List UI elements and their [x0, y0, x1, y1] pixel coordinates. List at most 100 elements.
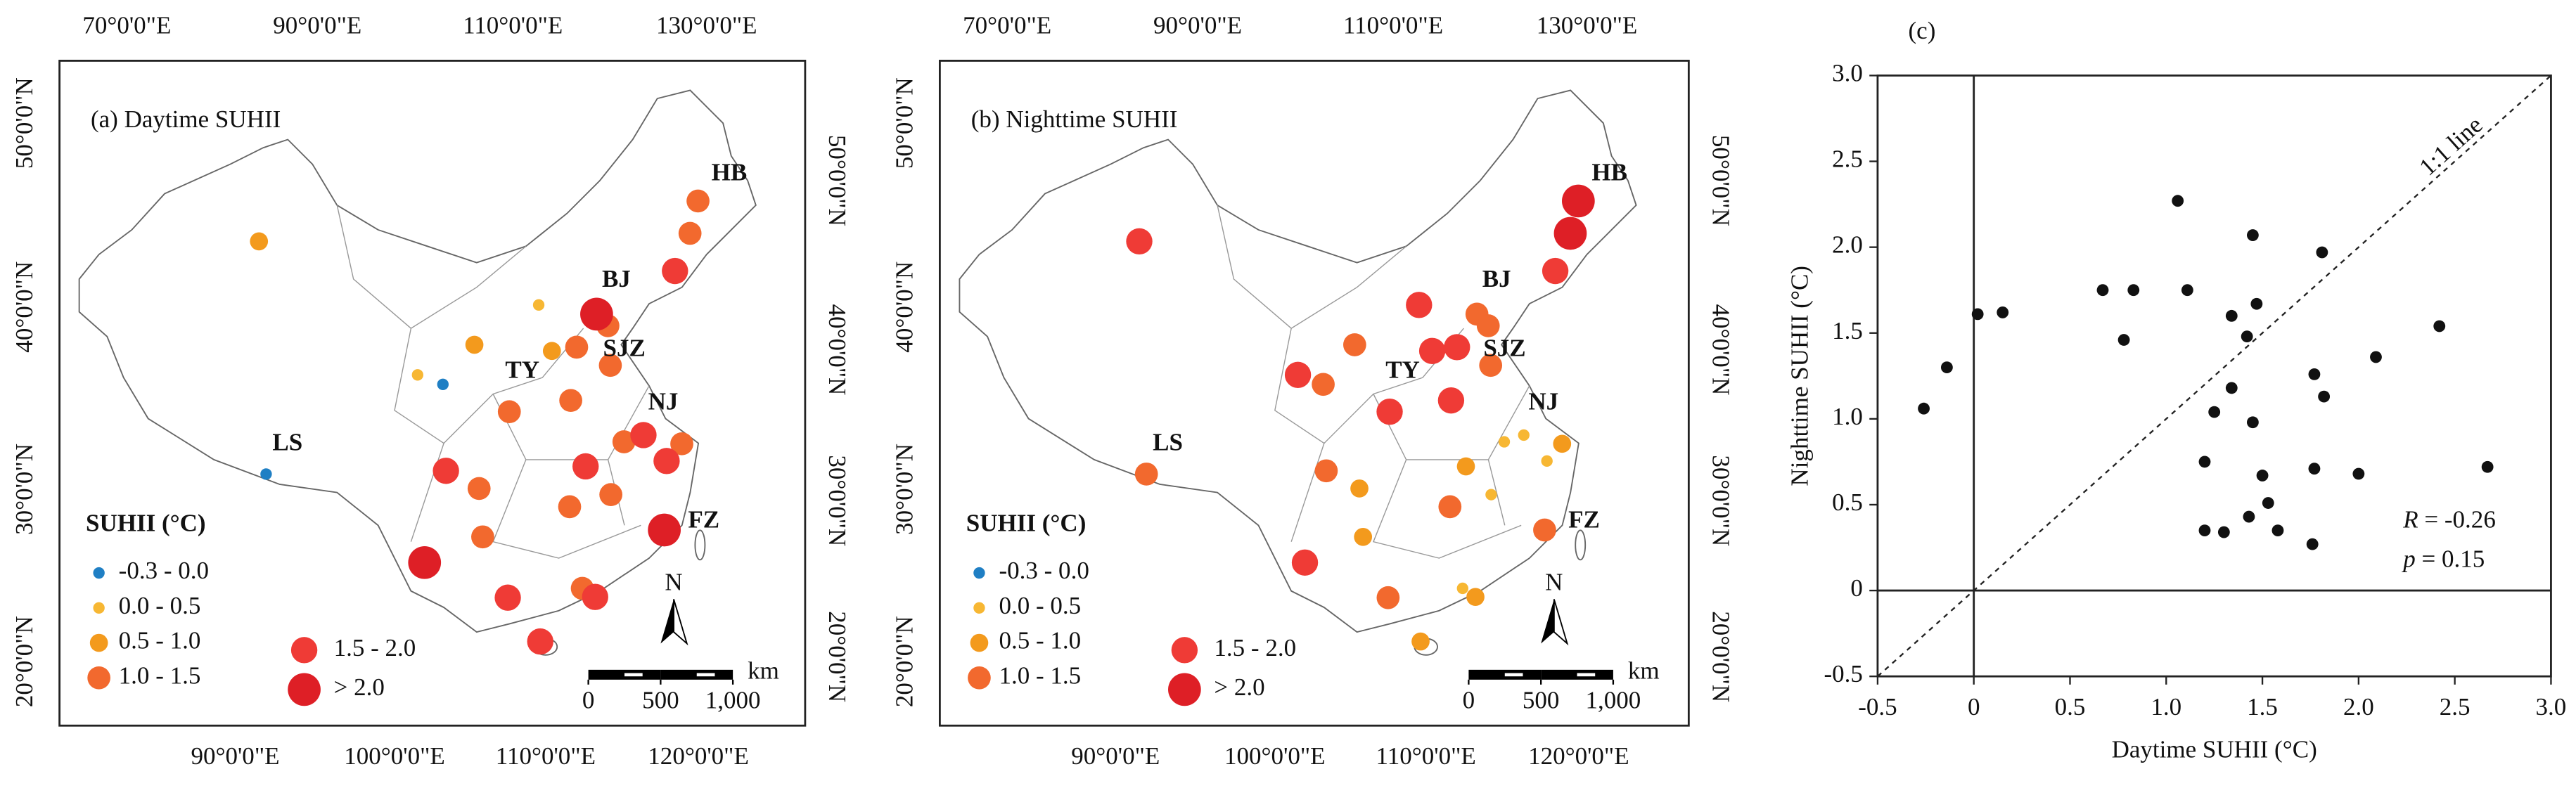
legend-symbol	[970, 633, 989, 652]
scale-label: 1,000	[705, 687, 761, 714]
y-tick-label: 2.0	[1832, 231, 1863, 259]
latitude-label: 50°0'0"N	[11, 77, 38, 169]
legend-label: 1.5 - 2.0	[334, 634, 416, 661]
scatter-point	[2117, 334, 2130, 346]
legend-symbol	[290, 637, 318, 664]
city-dot	[1406, 292, 1433, 318]
legend-label: 1.0 - 1.5	[119, 661, 201, 689]
scatter-point	[2308, 368, 2321, 380]
city-dot	[612, 430, 636, 453]
legend-label: > 2.0	[1214, 673, 1264, 701]
scatter-point	[1971, 308, 1984, 321]
city-dot	[1134, 463, 1158, 486]
legend-symbol	[1171, 637, 1198, 664]
city-dot	[565, 335, 589, 359]
city-dot	[686, 189, 710, 213]
legend-title: SUHII (°C)	[966, 509, 1087, 536]
city-dot	[250, 232, 269, 251]
city-dot	[582, 583, 608, 610]
city-dot	[1376, 586, 1400, 609]
scatter-point	[2243, 510, 2255, 523]
city-label: NJ	[648, 388, 679, 415]
city-dot	[494, 584, 521, 611]
scale-label: 1,000	[1586, 687, 1641, 714]
city-dot	[1456, 457, 1475, 476]
city-dot	[662, 257, 688, 285]
scale-label: 500	[642, 687, 679, 714]
city-dot	[1126, 228, 1153, 255]
city-dot	[1456, 582, 1468, 595]
city-label: TY	[505, 356, 539, 384]
scatter-point	[2198, 456, 2211, 468]
city-dot	[1561, 184, 1595, 218]
legend-symbol	[89, 633, 108, 652]
latitude-label: 20°0'0"N	[1707, 611, 1734, 702]
scatter-point	[2256, 470, 2269, 482]
scatter-point	[2318, 390, 2331, 403]
stat-annotation: R = -0.26	[2402, 506, 2496, 534]
city-dot	[670, 432, 693, 456]
city-dot	[1485, 489, 1497, 500]
longitude-label: 120°0'0"E	[648, 742, 749, 770]
city-dot	[1542, 257, 1569, 285]
latitude-label: 40°0'0"N	[1707, 304, 1734, 395]
city-dot	[1553, 434, 1572, 453]
city-dot	[1518, 429, 1530, 441]
city-dot	[1498, 436, 1511, 448]
city-dot	[1438, 495, 1462, 519]
scatter-point	[2181, 284, 2193, 297]
city-dot	[1466, 588, 1485, 607]
scatter-point	[1940, 361, 1953, 374]
legend-symbol	[973, 567, 985, 579]
city-dot	[598, 354, 622, 377]
scatter-point	[2370, 351, 2382, 363]
city-dot	[1343, 333, 1366, 356]
scale-label: 500	[1523, 687, 1560, 714]
city-dot	[408, 545, 442, 579]
city-dot	[1437, 387, 1465, 414]
legend-symbol	[968, 666, 991, 690]
scale-unit: km	[1628, 657, 1660, 685]
x-tick-label: 2.0	[2343, 693, 2374, 721]
stat-annotation: p = 0.15	[2401, 545, 2485, 573]
legend-label: -0.3 - 0.0	[999, 557, 1089, 584]
north-label: N	[1545, 568, 1563, 595]
y-tick-label: 1.5	[1832, 317, 1863, 344]
city-dot	[1284, 361, 1312, 389]
longitude-label: 70°0'0"E	[82, 12, 171, 39]
legend-symbol	[288, 673, 321, 706]
latitude-label: 40°0'0"N	[891, 261, 918, 353]
scale-bar-segment	[1541, 669, 1613, 680]
latitude-label: 30°0'0"N	[891, 444, 918, 535]
scatter-point	[2308, 463, 2321, 475]
longitude-label: 100°0'0"E	[344, 742, 445, 770]
legend-symbol	[1168, 673, 1201, 706]
city-dot	[1376, 399, 1403, 425]
longitude-label: 110°0'0"E	[496, 742, 596, 770]
city-label: SJZ	[603, 335, 646, 362]
city-label: BJ	[602, 265, 631, 292]
latitude-label: 40°0'0"N	[11, 261, 38, 353]
longitude-label: 90°0'0"E	[191, 742, 279, 770]
longitude-label: 110°0'0"E	[463, 12, 563, 39]
city-dot	[1553, 217, 1587, 250]
scatter-point	[2208, 406, 2221, 418]
legend-label: 1.5 - 2.0	[1214, 634, 1296, 661]
city-label: FZ	[1568, 505, 1600, 533]
legend-symbol	[93, 567, 105, 579]
scale-bar-segment	[624, 673, 643, 677]
city-dot	[580, 297, 613, 331]
longitude-label: 90°0'0"E	[273, 12, 361, 39]
latitude-label: 20°0'0"N	[11, 616, 38, 707]
scatter-point	[2172, 195, 2184, 207]
panel-title: (c)	[1909, 17, 1936, 44]
scatter-point	[2481, 460, 2494, 473]
city-dot	[260, 468, 272, 480]
city-dot	[1418, 337, 1446, 364]
x-tick-label: 1.5	[2247, 693, 2278, 721]
scale-bar-segment	[1468, 669, 1542, 680]
city-dot	[599, 483, 622, 506]
city-dot	[572, 453, 599, 480]
plot-frame	[1876, 75, 2552, 678]
y-tick-label: 0	[1850, 574, 1863, 602]
